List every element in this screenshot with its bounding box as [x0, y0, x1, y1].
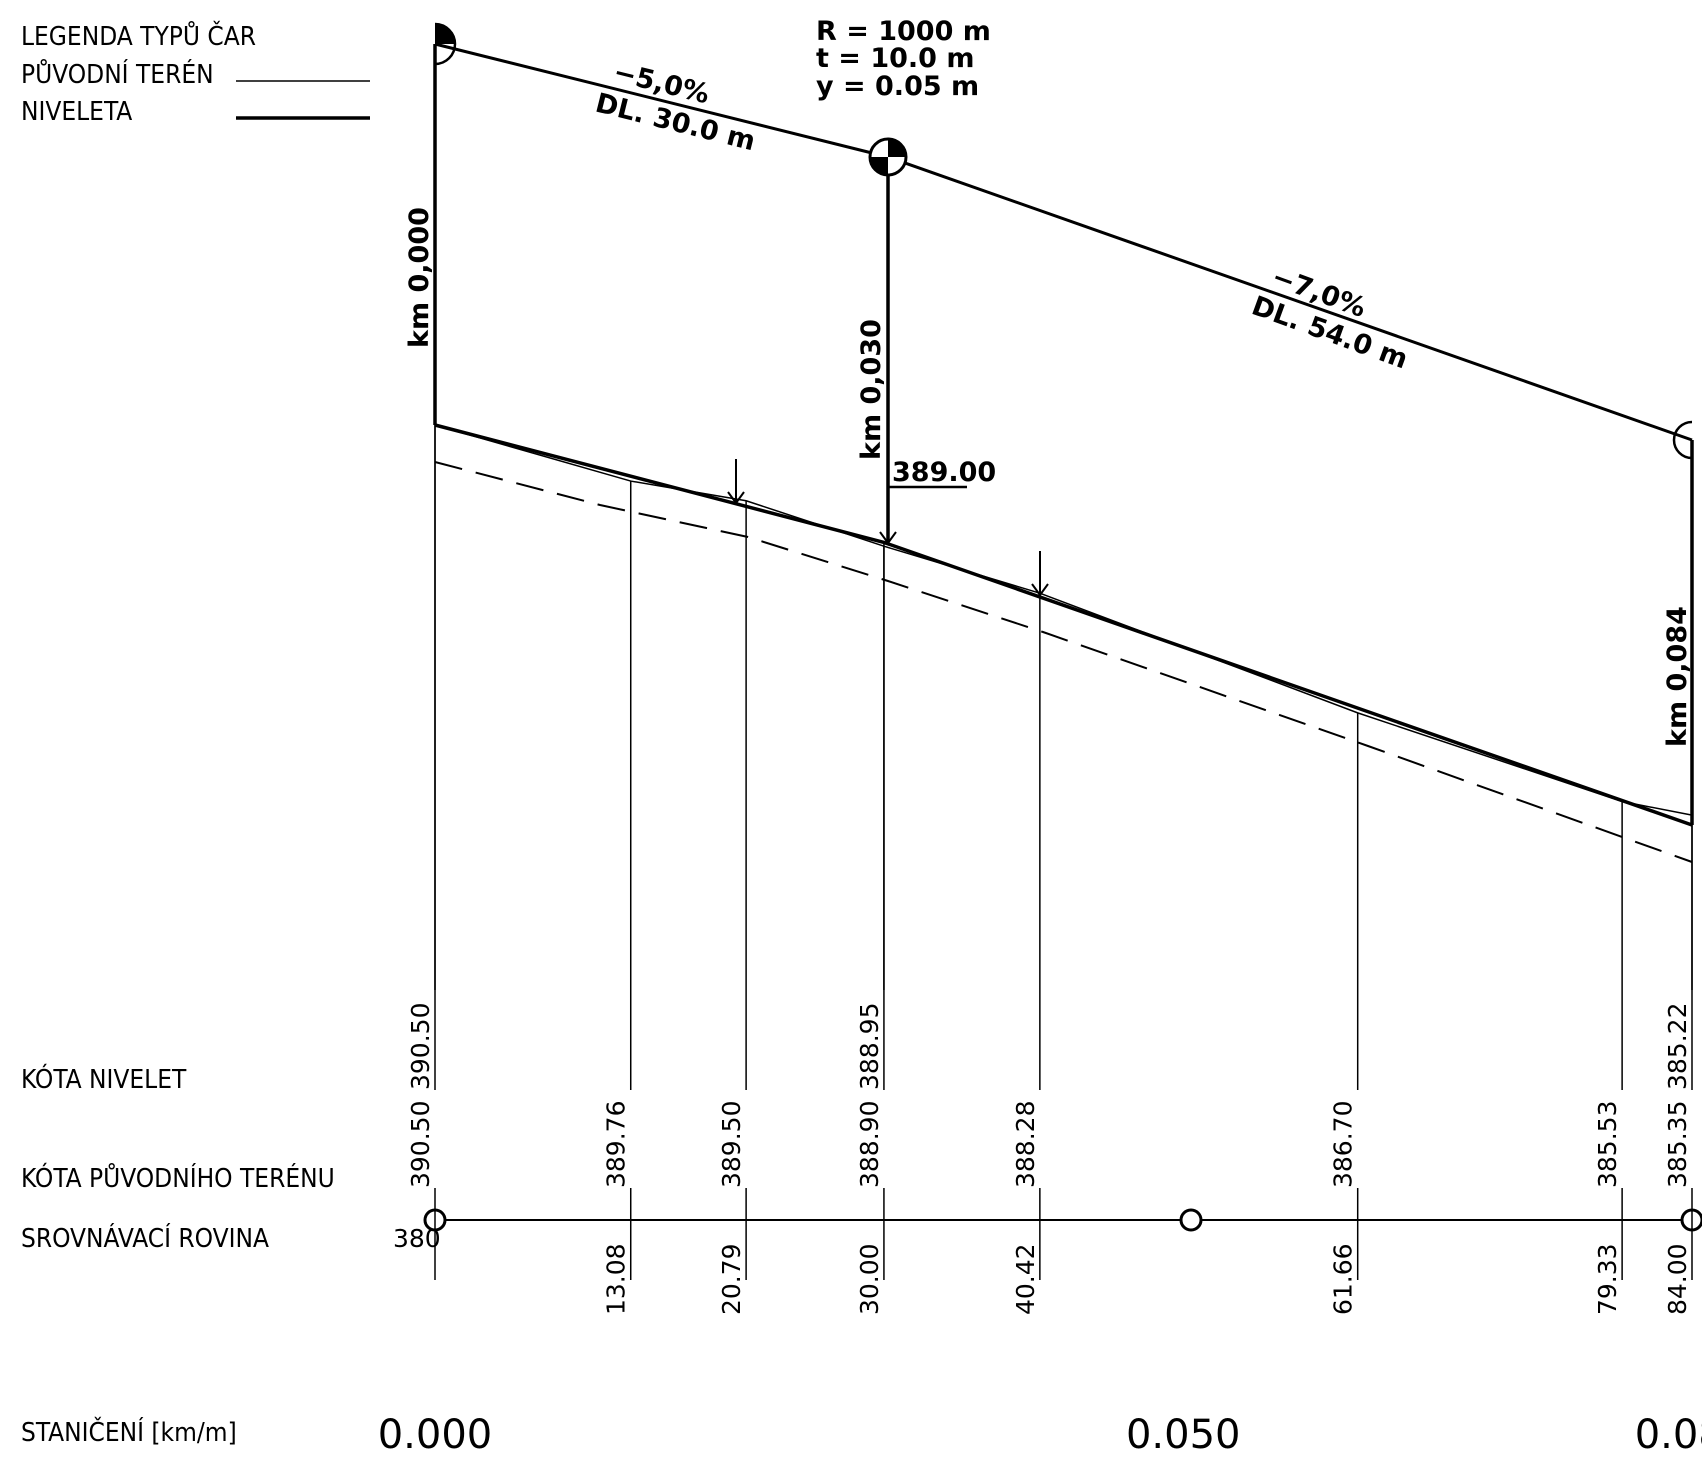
distance-label: 79.33	[1593, 1243, 1622, 1315]
generated-marks: 390.50 388.95 385.22 390.50 389.76 389.50 388.…	[378, 425, 1702, 1458]
terrain-elevation-label: 388.28	[1011, 1101, 1040, 1188]
curve-offset-label: y = 0.05 m	[816, 71, 979, 102]
legend-item-original-terrain: PŮVODNÍ TERÉN	[21, 58, 214, 90]
schematic-line-segment-2	[887, 155, 1693, 442]
distance-label: 30.00	[855, 1243, 884, 1315]
line-legend: LEGENDA TYPŮ ČAR PŮVODNÍ TERÉN NIVELETA	[21, 20, 370, 127]
terrain-elevation-label: 385.53	[1593, 1101, 1622, 1188]
grade-elevation-label: 388.95	[855, 1003, 884, 1090]
row-label-grade-elevation: KÓTA NIVELET	[21, 1063, 187, 1095]
terrain-elevation-label: 386.70	[1329, 1101, 1358, 1188]
offset-dashed-line	[434, 461, 1693, 863]
grade-elevation-label: 390.50	[406, 1003, 435, 1090]
start-point-icon	[434, 22, 457, 66]
grade-schematic: R = 1000 m t = 10.0 m y = 0.05 m −5,0% D…	[404, 16, 1694, 825]
terrain-elevation-label: 388.90	[855, 1101, 884, 1188]
stationing-label: 0.084	[1635, 1412, 1702, 1458]
stationing-label: 0.050	[1126, 1412, 1241, 1458]
row-label-stationing: STANIČENÍ [km/m]	[21, 1416, 237, 1448]
distance-label: 20.79	[717, 1243, 746, 1315]
grade-elevation-label: 385.22	[1663, 1003, 1692, 1090]
stationing-label: 0.000	[378, 1412, 493, 1458]
curve-tangent-label: t = 10.0 m	[816, 43, 974, 74]
terrain-elevation-label: 390.50	[406, 1101, 435, 1188]
row-label-terrain-elevation: KÓTA PŮVODNÍHO TERÉNU	[21, 1162, 335, 1194]
datum-circle-mid-icon	[1179, 1208, 1203, 1232]
schematic-line-segment-1	[434, 42, 889, 159]
distance-label: 40.42	[1011, 1243, 1040, 1315]
row-label-datum: SROVNÁVACÍ ROVINA	[21, 1222, 269, 1254]
tangent-start-arrow-icon	[727, 459, 745, 505]
terrain-elevation-label: 389.76	[602, 1101, 631, 1188]
vertex-elevation-label: 389.00	[892, 457, 996, 488]
legend-title: LEGENDA TYPŮ ČAR	[21, 20, 256, 52]
profile-plot	[434, 423, 1693, 863]
datum-value: 380	[393, 1224, 441, 1253]
vertex-point-icon	[868, 137, 908, 177]
terrain-line-series	[434, 424, 1693, 816]
station-mark-start: km 0,000	[404, 207, 435, 348]
profile-table: KÓTA NIVELET KÓTA PŮVODNÍHO TERÉNU SROVN…	[21, 1063, 1702, 1448]
terrain-elevation-label: 385.35	[1663, 1101, 1692, 1188]
grade-line-series	[434, 423, 1693, 827]
legend-item-grade-line: NIVELETA	[21, 97, 132, 127]
curve-radius-label: R = 1000 m	[816, 16, 991, 47]
tangent-end-arrow-icon	[1031, 551, 1049, 597]
end-point-icon	[1672, 420, 1693, 460]
station-mark-vertex: km 0,030	[856, 319, 887, 460]
distance-label: 84.00	[1663, 1243, 1692, 1315]
distance-label: 13.08	[602, 1243, 631, 1315]
distance-label: 61.66	[1329, 1243, 1358, 1315]
terrain-elevation-label: 389.50	[717, 1101, 746, 1188]
station-mark-end: km 0,084	[1662, 606, 1693, 747]
